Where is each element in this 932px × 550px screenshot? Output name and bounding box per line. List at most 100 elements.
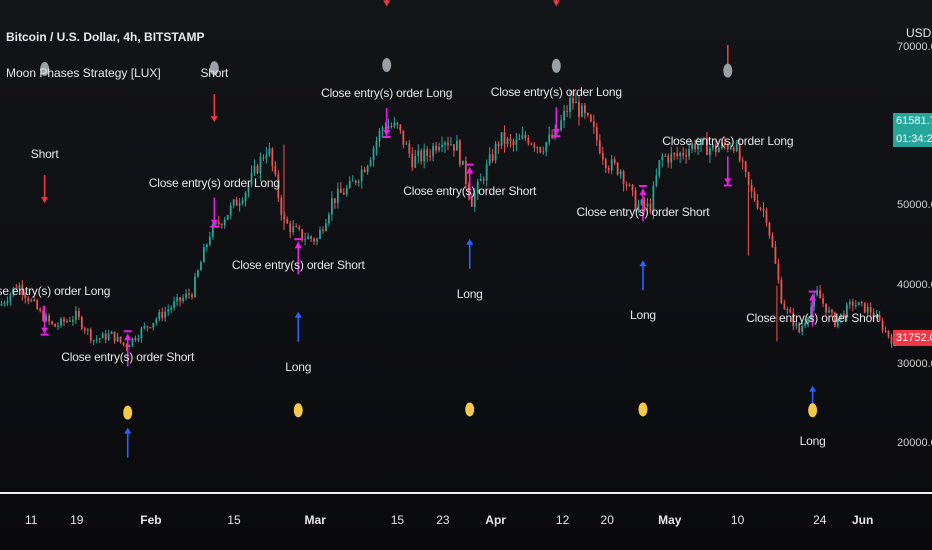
candle-body — [203, 247, 205, 263]
candle-body — [182, 297, 184, 302]
candle-body — [533, 144, 536, 148]
candle-body — [673, 153, 676, 155]
candle-body — [712, 144, 714, 149]
close-marker — [382, 108, 391, 139]
candle-body — [714, 144, 717, 153]
candle-body — [869, 306, 872, 313]
candle-body — [872, 312, 875, 318]
candle-body — [235, 199, 238, 206]
candle-body — [131, 337, 134, 346]
candle-body — [408, 143, 411, 154]
candle-body — [566, 111, 568, 113]
candle-body — [515, 139, 518, 146]
candle-body — [140, 328, 143, 339]
candle-body — [521, 134, 524, 139]
candle-body — [188, 293, 190, 295]
candle-body — [393, 122, 396, 127]
candle-body — [691, 143, 693, 150]
candle-body — [402, 130, 405, 145]
candle-body — [289, 223, 292, 233]
candle-body — [208, 236, 211, 245]
candle-body — [646, 203, 649, 207]
x-tick-label: Apr — [485, 513, 506, 527]
candle-body — [747, 172, 750, 185]
candle-body — [223, 219, 226, 226]
candle-body — [878, 314, 881, 321]
candle-body — [700, 138, 702, 146]
candle-body — [592, 121, 595, 128]
candle-body — [536, 147, 539, 149]
candle-body — [649, 203, 652, 213]
candle-body — [461, 160, 464, 165]
candle-body — [810, 306, 813, 318]
candle-body — [866, 306, 869, 313]
close-marker — [638, 185, 647, 222]
candle-body — [848, 301, 851, 305]
candle-body — [271, 148, 274, 166]
candle-body — [360, 169, 363, 182]
candle-body — [336, 188, 339, 203]
new-moon-icon — [209, 61, 219, 76]
signal-label-long: Long — [285, 359, 312, 374]
candle-body — [9, 294, 12, 302]
candle-body — [375, 140, 378, 149]
candle-body — [637, 204, 640, 211]
candle-body — [619, 171, 622, 175]
close-marker — [723, 156, 732, 187]
axis-unit-label[interactable]: USD — [906, 26, 932, 40]
candle-body — [170, 307, 173, 310]
candle-body — [542, 151, 545, 153]
candle-body — [726, 145, 729, 150]
chart-title[interactable]: Bitcoin / U.S. Dollar, 4h, BITSTAMP — [6, 30, 205, 44]
candle-body — [301, 229, 304, 240]
candle-body — [783, 303, 786, 310]
candle-body — [12, 287, 15, 295]
candle-body — [72, 319, 74, 322]
candle-body — [750, 184, 753, 192]
candle-body — [447, 142, 449, 145]
candle-body — [366, 165, 369, 173]
candle-body — [345, 187, 348, 195]
candle-body — [161, 312, 164, 318]
candle-body — [890, 336, 893, 344]
candle-body — [125, 344, 128, 348]
candle-body — [539, 147, 542, 153]
candle-body — [319, 229, 321, 239]
candle-body — [581, 105, 583, 117]
candle-body — [57, 325, 59, 327]
candle-body — [717, 147, 720, 153]
close-marker — [40, 305, 49, 336]
signal-label-short: Short — [30, 147, 59, 162]
x-tick-label: Mar — [304, 513, 326, 527]
candle-body — [438, 146, 440, 151]
candle-body — [473, 193, 476, 207]
candle-body — [801, 326, 804, 333]
full-moon-icon — [123, 405, 133, 420]
x-tick-label: 20 — [600, 513, 614, 527]
candle-body — [342, 192, 345, 195]
candle-body — [604, 159, 607, 169]
candle-body — [563, 111, 565, 121]
long-arrow — [124, 427, 132, 458]
candle-body — [688, 149, 690, 157]
candle-body — [179, 297, 181, 302]
candle-body — [631, 184, 634, 191]
indicator-name[interactable]: Moon Phases Strategy [LUX] — [6, 66, 161, 80]
candle-body — [152, 322, 155, 328]
close-marker — [294, 238, 303, 275]
candle-body — [500, 132, 503, 147]
candle-body — [527, 138, 530, 144]
candle-body — [807, 317, 810, 323]
signal-label-close: Close entry(s) order Short — [61, 350, 195, 365]
candle-body — [548, 134, 551, 143]
candles-layer — [0, 89, 893, 351]
x-tick-label: 11 — [25, 513, 38, 527]
signal-label-close: Close entry(s) order Short — [746, 310, 880, 325]
new-moon-icon — [723, 63, 733, 78]
signal-label-long: Long — [799, 433, 826, 448]
candle-body — [470, 196, 473, 207]
candle-body — [268, 148, 271, 155]
signal-label-close: Close entry(s) order Short — [231, 258, 365, 273]
